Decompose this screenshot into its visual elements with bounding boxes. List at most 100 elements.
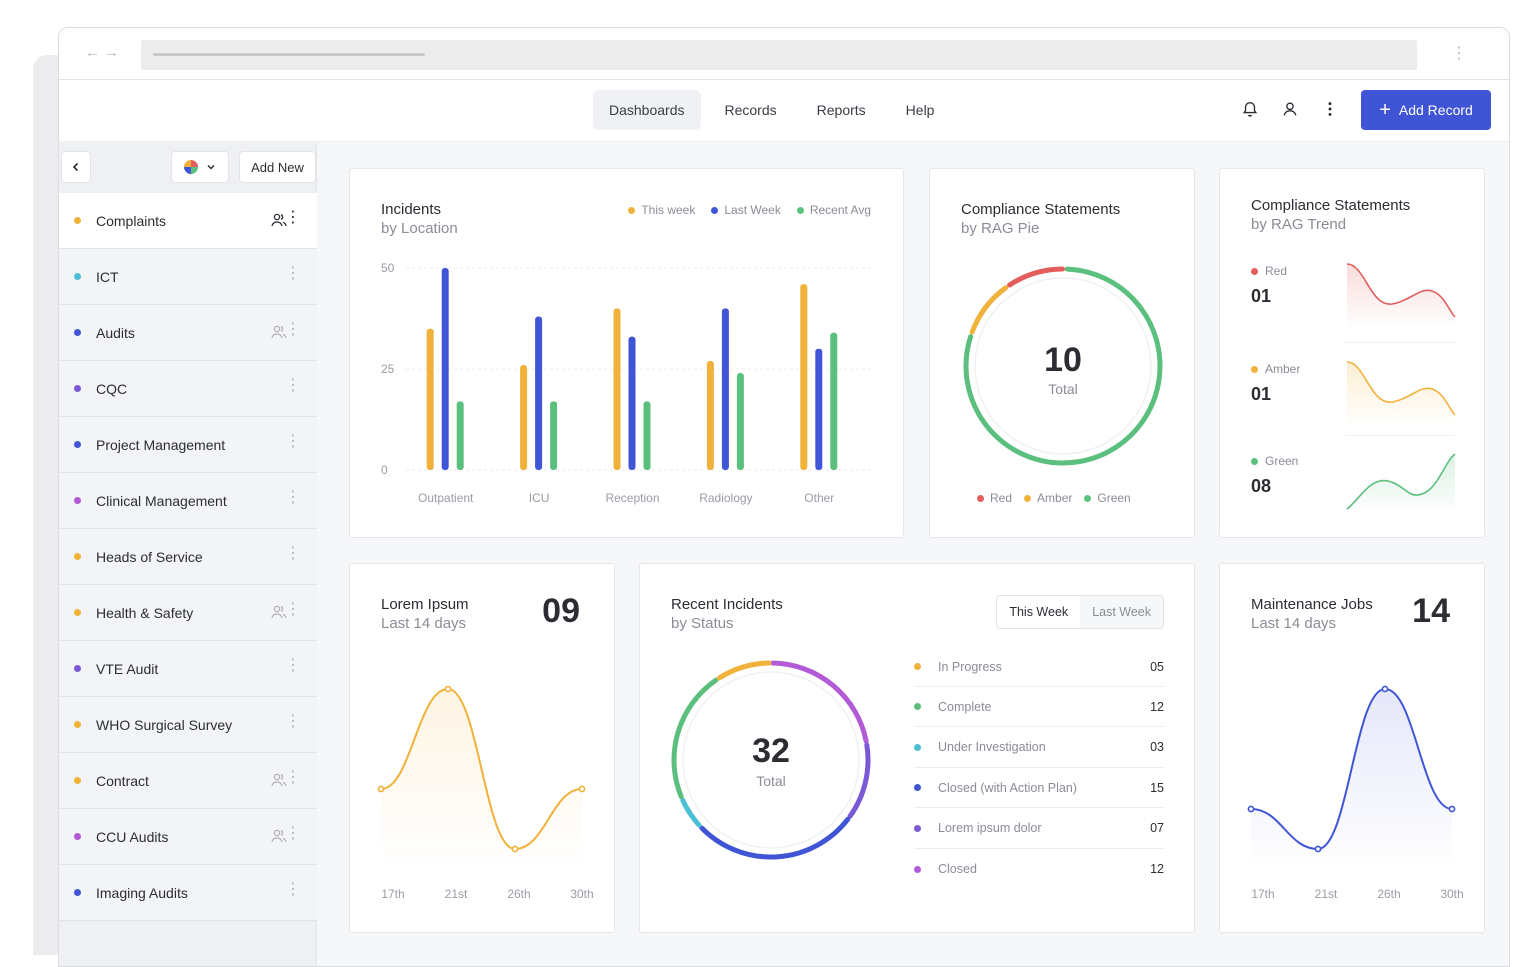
line-area <box>1251 689 1452 869</box>
donut-slice-green[interactable] <box>963 266 1163 466</box>
bar-this-week[interactable] <box>800 284 808 470</box>
bar-recent-avg[interactable] <box>456 401 464 470</box>
maintenance-card: Maintenance Jobs Last 14 days 14 17th 21s… <box>1219 563 1485 933</box>
status-label: Lorem ipsum dolor <box>938 821 1042 836</box>
sidebar-item-clinical-management[interactable]: Clinical Management ⋮ <box>59 473 317 529</box>
more-vertical-icon[interactable]: ⋮ <box>285 713 301 730</box>
tab-dashboards[interactable]: Dashboards <box>593 90 701 130</box>
data-point[interactable] <box>1247 805 1255 813</box>
donut-slice[interactable] <box>680 797 702 828</box>
sidebar-item-vte-audit[interactable]: VTE Audit ⋮ <box>59 641 317 697</box>
more-vertical-icon[interactable]: ⋮ <box>285 825 301 842</box>
more-vertical-icon[interactable]: ⋮ <box>285 321 301 338</box>
more-vertical-icon[interactable] <box>1321 100 1339 118</box>
bar-recent-avg[interactable] <box>736 373 744 470</box>
add-new-button[interactable]: Add New <box>239 151 316 183</box>
donut-slice[interactable] <box>699 816 851 860</box>
add-record-button[interactable]: + Add Record <box>1361 90 1491 130</box>
status-dot <box>74 889 81 896</box>
sidebar-item-who-surgical-survey[interactable]: WHO Surgical Survey ⋮ <box>59 697 317 753</box>
donut-slice[interactable] <box>770 660 869 744</box>
bar-recent-avg[interactable] <box>830 332 838 470</box>
browser-nav-arrows[interactable]: ←→ <box>85 44 123 61</box>
donut-slice[interactable] <box>716 660 772 681</box>
sidebar-item-contract[interactable]: Contract ⋮ <box>59 753 317 809</box>
status-count: 12 <box>1150 862 1164 876</box>
browser-menu-icon[interactable]: ⋮ <box>1451 45 1467 62</box>
sidebar-item-audits[interactable]: Audits ⋮ <box>59 305 317 361</box>
data-point[interactable] <box>1314 845 1322 853</box>
status-row[interactable]: Lorem ipsum dolor 07 <box>914 809 1164 849</box>
data-point[interactable] <box>1381 685 1389 693</box>
url-placeholder-line <box>153 53 425 56</box>
users-icon[interactable] <box>271 605 287 619</box>
donut-slice[interactable] <box>671 677 719 800</box>
url-bar[interactable] <box>141 40 1417 70</box>
more-vertical-icon[interactable]: ⋮ <box>285 433 301 450</box>
bar-recent-avg[interactable] <box>643 401 651 470</box>
status-dot <box>74 777 81 784</box>
recent-total: 32 <box>752 732 790 770</box>
lorem-card: Lorem Ipsum Last 14 days 09 17th 21st 26th… <box>349 563 615 933</box>
sidebar-item-heads-of-service[interactable]: Heads of Service ⋮ <box>59 529 317 585</box>
sidebar-item-project-management[interactable]: Project Management ⋮ <box>59 417 317 473</box>
bar-this-week[interactable] <box>426 328 434 470</box>
bar-last-week[interactable] <box>721 308 729 470</box>
bar-recent-avg[interactable] <box>550 401 558 470</box>
data-point[interactable] <box>511 845 519 853</box>
bar-last-week[interactable] <box>815 348 823 470</box>
bar-last-week[interactable] <box>535 316 543 470</box>
status-row[interactable]: Closed (with Action Plan) 15 <box>914 768 1164 809</box>
status-row[interactable]: Under Investigation 03 <box>914 728 1164 768</box>
bell-icon[interactable] <box>1241 100 1259 118</box>
this-week-toggle[interactable]: This Week <box>997 596 1081 628</box>
bar-this-week[interactable] <box>613 308 621 470</box>
data-point[interactable] <box>444 685 452 693</box>
tab-reports[interactable]: Reports <box>816 102 866 118</box>
status-row[interactable]: In Progress 05 <box>914 647 1164 687</box>
more-vertical-icon[interactable]: ⋮ <box>285 601 301 618</box>
users-icon[interactable] <box>271 325 287 339</box>
bar-last-week[interactable] <box>441 268 449 470</box>
more-vertical-icon[interactable]: ⋮ <box>285 657 301 674</box>
color-filter-dropdown[interactable] <box>171 151 229 183</box>
data-point[interactable] <box>1448 805 1456 813</box>
trend-label: Red <box>1251 264 1287 278</box>
status-row[interactable]: Complete 12 <box>914 687 1164 728</box>
tab-records[interactable]: Records <box>724 102 777 118</box>
sidebar-item-cqc[interactable]: CQC ⋮ <box>59 361 317 417</box>
more-vertical-icon[interactable]: ⋮ <box>285 545 301 562</box>
more-vertical-icon[interactable]: ⋮ <box>285 489 301 506</box>
last-week-toggle[interactable]: Last Week <box>1080 596 1163 628</box>
donut-slice[interactable] <box>847 742 871 819</box>
sidebar-item-ict[interactable]: ICT ⋮ <box>59 249 317 305</box>
users-icon[interactable] <box>271 213 287 227</box>
donut-slice-amber[interactable] <box>969 285 1009 335</box>
bar-this-week[interactable] <box>520 364 528 470</box>
users-icon[interactable] <box>271 829 287 843</box>
users-icon[interactable] <box>271 773 287 787</box>
more-vertical-icon[interactable]: ⋮ <box>285 209 301 226</box>
collapse-sidebar-button[interactable] <box>61 151 91 183</box>
sidebar-item-complaints[interactable]: Complaints ⋮ <box>59 193 317 249</box>
trend-value: 01 <box>1251 384 1272 404</box>
sidebar-item-label: CCU Audits <box>96 828 169 845</box>
sidebar-item-ccu-audits[interactable]: CCU Audits ⋮ <box>59 809 317 865</box>
bar-this-week[interactable] <box>706 360 714 470</box>
data-point[interactable] <box>578 785 586 793</box>
status-dot <box>74 385 81 392</box>
sidebar-item-imaging-audits[interactable]: Imaging Audits ⋮ <box>59 865 317 921</box>
more-vertical-icon[interactable]: ⋮ <box>285 881 301 898</box>
data-point[interactable] <box>377 785 385 793</box>
status-row[interactable]: Closed 12 <box>914 849 1164 889</box>
user-icon[interactable] <box>1281 100 1299 118</box>
maint-value: 14 <box>1412 592 1450 630</box>
more-vertical-icon[interactable]: ⋮ <box>285 769 301 786</box>
donut-slice-red[interactable] <box>1007 266 1066 288</box>
more-vertical-icon[interactable]: ⋮ <box>285 265 301 282</box>
bar-last-week[interactable] <box>628 336 636 470</box>
tab-help[interactable]: Help <box>905 102 935 118</box>
sidebar-item-health-safety[interactable]: Health & Safety ⋮ <box>59 585 317 641</box>
trend-label-text: Green <box>1265 454 1299 468</box>
more-vertical-icon[interactable]: ⋮ <box>285 377 301 394</box>
